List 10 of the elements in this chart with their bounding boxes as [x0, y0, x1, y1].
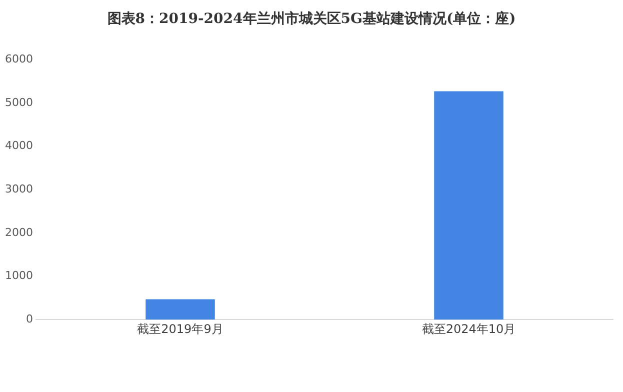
x-tick-label: 截至2024年10月	[422, 322, 516, 336]
y-tick-label: 0	[26, 312, 33, 326]
y-tick-label: 5000	[4, 96, 33, 109]
y-tick-label: 1000	[4, 269, 33, 282]
x-tick-label: 截至2019年9月	[137, 322, 224, 336]
y-tick-label: 6000	[4, 52, 33, 66]
chart-title: 图表8：2019-2024年兰州市城关区5G基站建设情况(单位：座)	[106, 10, 517, 29]
y-tick-label: 3000	[4, 182, 33, 196]
y-tick-label: 2000	[4, 226, 33, 239]
y-tick-label: 4000	[4, 139, 33, 152]
